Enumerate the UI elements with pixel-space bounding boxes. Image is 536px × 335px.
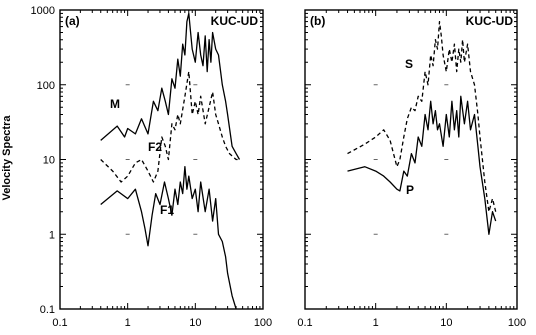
series-line-m — [100, 12, 241, 160]
x-tick-label: 10 — [189, 317, 201, 329]
y-tick-label: 1000 — [31, 5, 55, 17]
panel-b-ticks: 0.1 1 10 100 — [297, 10, 526, 329]
panel-a-grid — [125, 84, 198, 235]
x-tick-label: 0.1 — [297, 317, 312, 329]
series-label-p: P — [406, 183, 414, 197]
y-axis-title: Velocity Spectra — [1, 115, 13, 201]
x-tick-label: 1 — [125, 317, 131, 329]
panel-b-station: KUC-UD — [466, 14, 514, 28]
panel-b-label: (b) — [310, 14, 325, 28]
x-tick-label: 0.1 — [52, 317, 67, 329]
panel-a-series — [100, 12, 241, 310]
panel-a-label: (a) — [65, 14, 80, 28]
series-line-f1 — [100, 166, 237, 310]
panel-a-station: KUC-UD — [211, 14, 259, 28]
y-tick-label: 100 — [37, 80, 55, 92]
y-tick-label: 1 — [49, 229, 55, 241]
y-tick-label: 0.1 — [40, 304, 55, 316]
x-tick-label: 1 — [373, 317, 379, 329]
series-label-f2: F2 — [148, 140, 162, 154]
panel-b-frame — [304, 9, 518, 310]
panel-a-frame — [59, 9, 264, 310]
series-label-s: S — [405, 57, 413, 71]
series-line-f2 — [100, 70, 240, 183]
series-label-m: M — [110, 97, 120, 111]
x-tick-label: 10 — [440, 317, 452, 329]
panel-b-grid — [373, 84, 449, 235]
series-label-f1: F1 — [160, 203, 174, 217]
series-line-s — [347, 20, 497, 213]
panel-b-series — [347, 20, 497, 235]
y-tick-label: 10 — [43, 155, 55, 167]
x-tick-label: 100 — [508, 317, 526, 329]
panel-a: 0.1 1 10 100 0.1 1 10 100 1000 (a) KUC-UD M F2 F… — [31, 5, 273, 329]
x-tick-label: 100 — [254, 317, 272, 329]
panel-b: 0.1 1 10 100 (b) KUC-UD S P — [297, 9, 526, 329]
panel-a-ticks: 0.1 1 10 100 0.1 1 10 100 1000 — [31, 5, 273, 329]
series-line-p — [347, 95, 497, 235]
